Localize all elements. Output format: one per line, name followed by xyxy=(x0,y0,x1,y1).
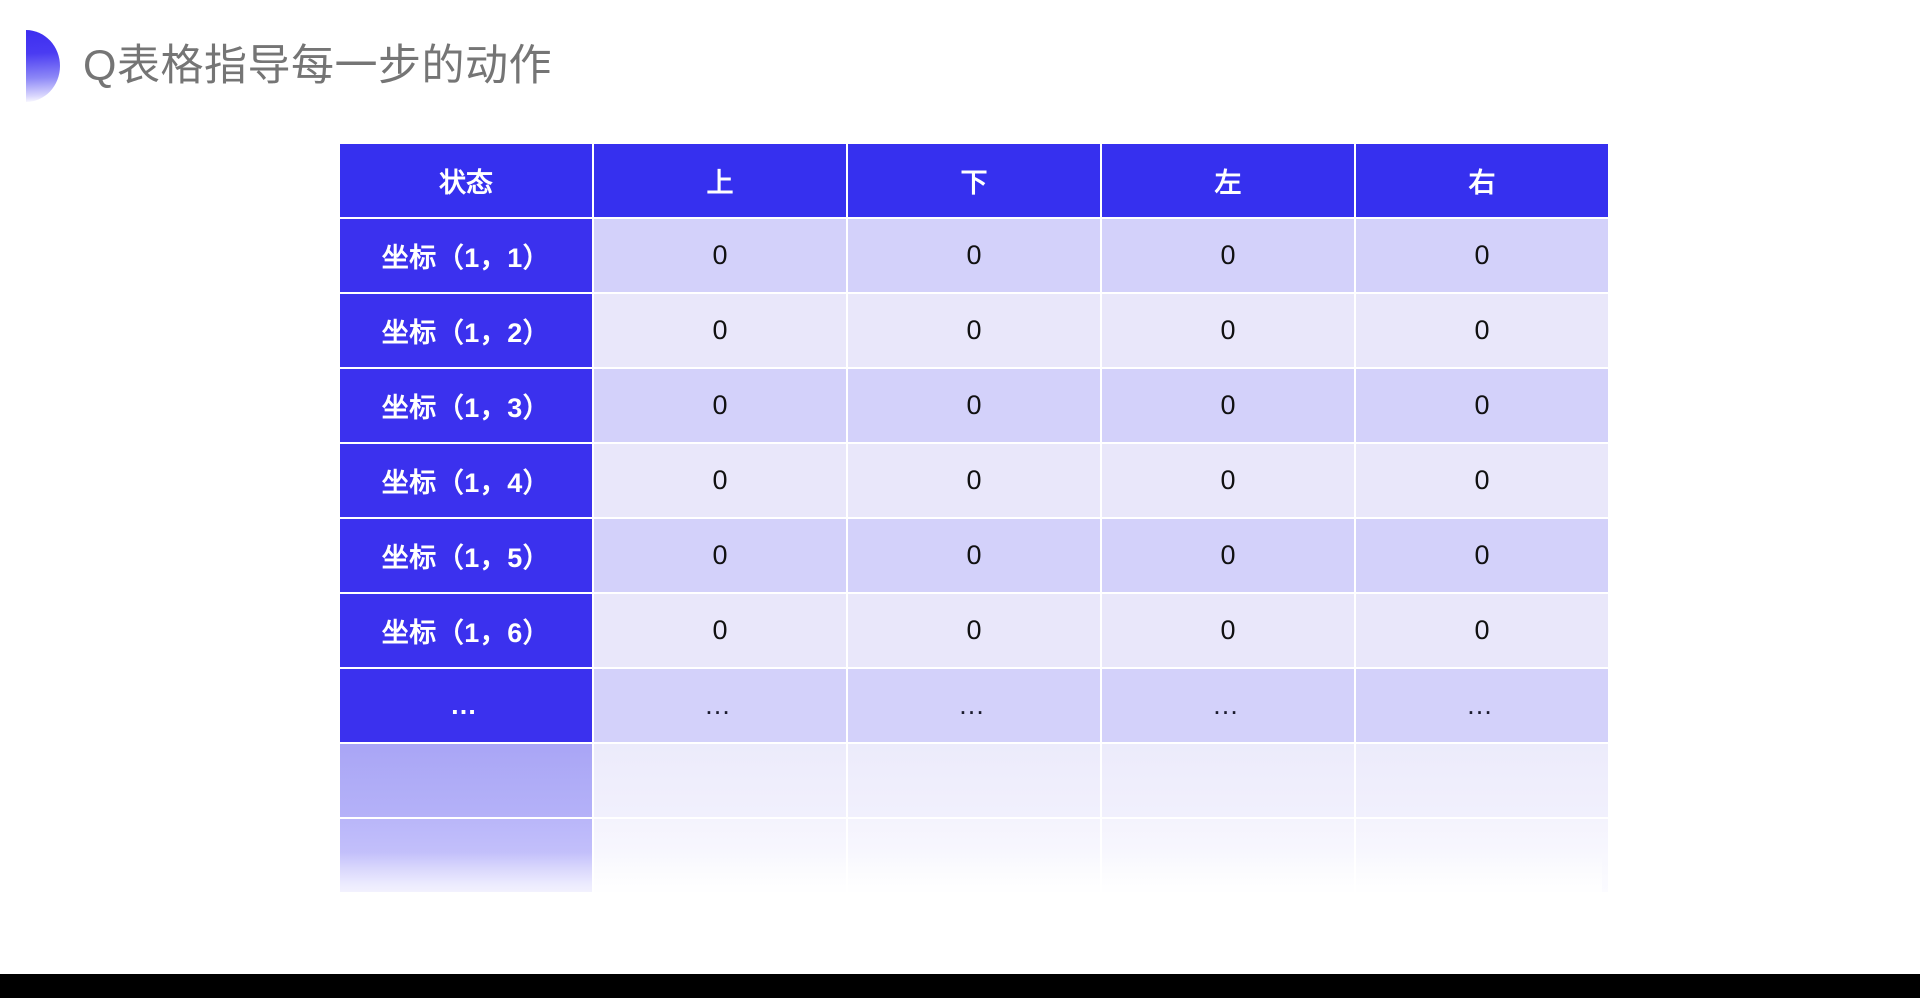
q-table: 状态 上 下 左 右 坐标（1，1） 0 0 0 0 坐标（1，2） 0 0 0… xyxy=(338,142,1610,894)
page-title: Q表格指导每一步的动作 xyxy=(83,41,552,90)
q-value-right: 0 xyxy=(1356,219,1608,292)
table-row: 坐标（1，1） 0 0 0 0 xyxy=(340,219,1608,292)
q-value-right: 0 xyxy=(1356,294,1608,367)
state-label: 坐标（1，4） xyxy=(340,444,592,517)
q-value-down: 0 xyxy=(848,594,1100,667)
state-label: 坐标（1，3） xyxy=(340,369,592,442)
header-cell-down: 下 xyxy=(848,144,1100,217)
table-row-blank xyxy=(340,819,1608,892)
state-label: 坐标（1，6） xyxy=(340,594,592,667)
table-row: 坐标（1，2） 0 0 0 0 xyxy=(340,294,1608,367)
header-cell-right: 右 xyxy=(1356,144,1608,217)
q-value-down: 0 xyxy=(848,294,1100,367)
q-value-blank xyxy=(1356,744,1608,817)
q-value-left: 0 xyxy=(1102,519,1354,592)
q-value-down: 0 xyxy=(848,219,1100,292)
q-value-blank xyxy=(848,744,1100,817)
state-label: 坐标（1，1） xyxy=(340,219,592,292)
q-value-right: 0 xyxy=(1356,519,1608,592)
q-value-left: 0 xyxy=(1102,444,1354,517)
q-value-blank xyxy=(594,819,846,892)
q-value-up: 0 xyxy=(594,369,846,442)
state-label-ellipsis: … xyxy=(340,669,592,742)
q-value-left: 0 xyxy=(1102,369,1354,442)
q-value-blank xyxy=(1102,819,1354,892)
state-label: 坐标（1，2） xyxy=(340,294,592,367)
q-value-right: 0 xyxy=(1356,444,1608,517)
q-value-right: 0 xyxy=(1356,594,1608,667)
q-table-container: 状态 上 下 左 右 坐标（1，1） 0 0 0 0 坐标（1，2） 0 0 0… xyxy=(338,142,1608,894)
q-value-down: 0 xyxy=(848,369,1100,442)
q-value-down-ellipsis: … xyxy=(848,669,1100,742)
q-value-left: 0 xyxy=(1102,594,1354,667)
q-value-blank xyxy=(1356,819,1608,892)
q-value-down: 0 xyxy=(848,519,1100,592)
q-value-up: 0 xyxy=(594,594,846,667)
q-value-blank xyxy=(1102,744,1354,817)
q-value-up-ellipsis: … xyxy=(594,669,846,742)
q-value-up: 0 xyxy=(594,219,846,292)
header-cell-left: 左 xyxy=(1102,144,1354,217)
q-table-body: 坐标（1，1） 0 0 0 0 坐标（1，2） 0 0 0 0 坐标（1，3） … xyxy=(340,219,1608,892)
header-cell-state: 状态 xyxy=(340,144,592,217)
state-label: 坐标（1，5） xyxy=(340,519,592,592)
table-row-ellipsis: … … … … … xyxy=(340,669,1608,742)
q-value-left: 0 xyxy=(1102,294,1354,367)
header-row: 状态 上 下 左 右 xyxy=(340,144,1608,217)
q-value-up: 0 xyxy=(594,444,846,517)
q-value-up: 0 xyxy=(594,294,846,367)
q-value-blank xyxy=(848,819,1100,892)
state-label-blank xyxy=(340,744,592,817)
q-table-head: 状态 上 下 左 右 xyxy=(340,144,1608,217)
semicircle-accent-icon xyxy=(26,30,60,102)
q-value-down: 0 xyxy=(848,444,1100,517)
q-value-right: 0 xyxy=(1356,369,1608,442)
q-value-up: 0 xyxy=(594,519,846,592)
table-row: 坐标（1，4） 0 0 0 0 xyxy=(340,444,1608,517)
table-row: 坐标（1，5） 0 0 0 0 xyxy=(340,519,1608,592)
q-value-left: 0 xyxy=(1102,219,1354,292)
slide-heading: Q表格指导每一步的动作 xyxy=(0,30,552,102)
state-label-blank xyxy=(340,819,592,892)
header-cell-up: 上 xyxy=(594,144,846,217)
q-value-right-ellipsis: … xyxy=(1356,669,1608,742)
table-row: 坐标（1，3） 0 0 0 0 xyxy=(340,369,1608,442)
bottom-letterbox-bar xyxy=(0,974,1920,998)
table-row: 坐标（1，6） 0 0 0 0 xyxy=(340,594,1608,667)
q-value-blank xyxy=(594,744,846,817)
q-value-left-ellipsis: … xyxy=(1102,669,1354,742)
table-row-blank xyxy=(340,744,1608,817)
